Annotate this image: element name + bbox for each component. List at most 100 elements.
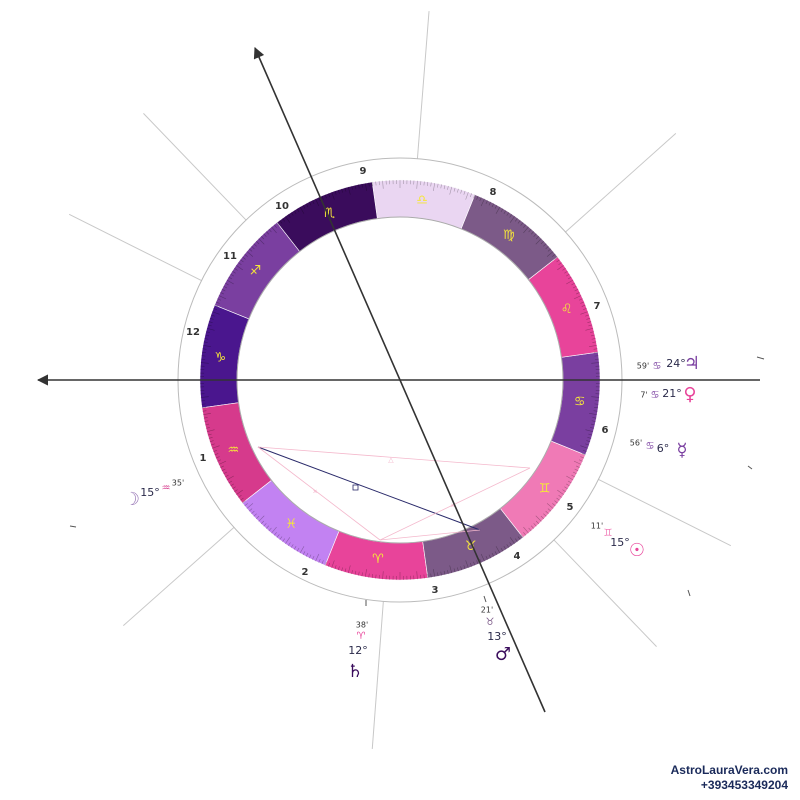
degree-tick <box>589 344 598 347</box>
degree-tick <box>242 500 246 504</box>
degree-tick <box>344 187 347 192</box>
degree-tick <box>473 194 476 199</box>
degree-tick <box>268 527 272 532</box>
degree-tick <box>533 233 537 237</box>
degree-tick <box>337 566 340 571</box>
degree-tick <box>488 554 492 559</box>
degree-tick <box>361 183 363 188</box>
degree-tick <box>523 224 527 228</box>
degree-tick <box>426 574 429 579</box>
degree-tick <box>358 571 360 576</box>
degree-tick <box>255 240 260 245</box>
degree-tick <box>253 243 257 247</box>
degree-tick <box>453 568 456 573</box>
cusp-line <box>565 133 677 233</box>
degree-tick <box>535 235 540 240</box>
position-mark <box>483 595 487 603</box>
degree-tick <box>509 542 513 546</box>
degree-tick <box>585 429 594 433</box>
degree-tick <box>238 494 242 498</box>
position-mark <box>69 525 77 528</box>
planet-glyph: ♃ <box>684 353 700 374</box>
planet-sign: ♊ <box>604 528 613 539</box>
degree-tick <box>279 536 283 540</box>
degree-tick <box>328 562 331 567</box>
degree-tick <box>382 571 384 580</box>
degree-tick <box>220 292 224 295</box>
degree-tick <box>206 327 215 331</box>
house-number: 2 <box>302 567 309 578</box>
degree-tick <box>433 182 436 191</box>
degree-tick <box>200 362 209 364</box>
degree-tick <box>571 474 576 478</box>
degree-tick <box>546 503 554 509</box>
degree-tick <box>574 468 579 472</box>
degree-tick <box>554 500 558 504</box>
degree-tick <box>590 331 595 333</box>
degree-tick <box>210 443 215 446</box>
degree-tick <box>337 189 340 194</box>
degree-tick <box>591 396 600 398</box>
position-mark <box>687 589 691 597</box>
cusp-line <box>371 601 384 749</box>
degree-tick <box>457 567 459 572</box>
degree-tick <box>321 560 324 565</box>
degree-tick <box>552 503 556 507</box>
position-mark <box>747 465 753 470</box>
degree-tick <box>315 198 320 207</box>
degree-tick <box>228 480 233 484</box>
degree-tick <box>214 453 219 456</box>
degree-tick <box>299 546 305 554</box>
degree-tick <box>331 191 335 200</box>
degree-tick <box>567 480 572 484</box>
cusp-line <box>553 539 657 647</box>
degree-tick <box>479 197 482 202</box>
degree-tick <box>285 215 291 223</box>
degree-tick <box>211 311 220 315</box>
cusp-line <box>122 527 235 627</box>
degree-tick <box>258 515 265 522</box>
degree-tick <box>351 185 353 190</box>
degree-tick <box>460 566 463 571</box>
degree-tick <box>273 224 277 228</box>
degree-tick <box>495 546 501 554</box>
degree-tick <box>530 525 535 529</box>
degree-tick <box>440 184 442 189</box>
degree-tick <box>506 212 510 216</box>
degree-tick <box>205 331 210 333</box>
degree-tick <box>517 220 521 224</box>
degree-tick <box>453 187 456 192</box>
degree-tick <box>558 494 562 498</box>
degree-tick <box>463 565 466 570</box>
degree-tick <box>491 203 495 208</box>
degree-tick <box>562 267 566 271</box>
degree-tick <box>580 456 585 459</box>
planet-sign: ♋ <box>651 390 660 401</box>
degree-tick <box>334 190 337 195</box>
degree-tick <box>201 351 206 354</box>
degree-tick <box>528 527 532 532</box>
degree-tick <box>290 544 294 548</box>
degree-tick <box>364 569 367 578</box>
degree-tick <box>530 231 535 235</box>
degree-tick <box>485 200 488 204</box>
degree-tick <box>591 420 596 422</box>
degree-tick <box>514 218 518 222</box>
degree-tick <box>206 429 215 433</box>
degree-tick <box>520 222 524 226</box>
degree-tick <box>480 553 485 562</box>
position-mark <box>756 356 765 360</box>
degree-tick <box>223 471 228 475</box>
planet-minutes: 59' <box>637 362 649 371</box>
degree-tick <box>545 510 549 515</box>
degree-tick <box>224 282 229 286</box>
degree-tick <box>263 523 267 527</box>
degree-tick <box>573 295 582 300</box>
degree-tick <box>543 513 547 517</box>
degree-tick <box>331 560 335 569</box>
degree-tick <box>447 570 449 575</box>
degree-tick <box>302 204 306 209</box>
sign-glyph: ♏ <box>323 206 335 221</box>
degree-tick <box>217 459 222 462</box>
